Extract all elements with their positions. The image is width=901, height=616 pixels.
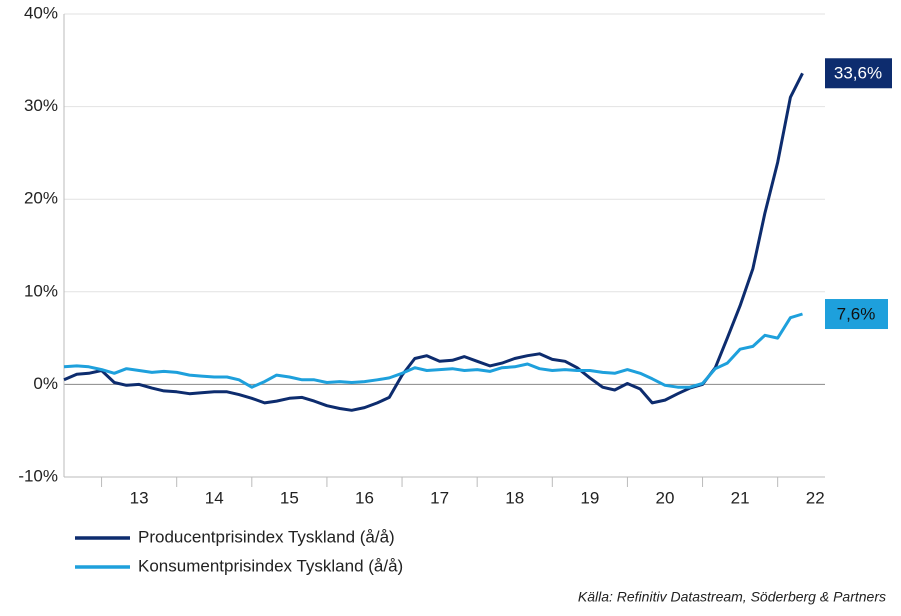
end-label: 7,6% <box>825 299 888 330</box>
end-label-box <box>825 299 888 330</box>
x-tick-label: 19 <box>580 488 599 507</box>
series-line <box>63 312 803 389</box>
x-tick-label: 18 <box>505 488 524 507</box>
y-tick-label: 40% <box>24 3 58 22</box>
end-label-text: 33,6% <box>834 64 882 83</box>
x-tick-label: 21 <box>731 488 750 507</box>
x-tick-label: 20 <box>656 488 675 507</box>
y-tick-label: -10% <box>18 466 58 485</box>
series-line <box>63 72 804 412</box>
x-tick-label: 16 <box>355 488 374 507</box>
x-tick-label: 17 <box>430 488 449 507</box>
source-note: Källa: Refinitiv Datastream, Söderberg &… <box>578 589 886 605</box>
legend-label: Konsumentprisindex Tyskland (å/å) <box>138 556 403 575</box>
x-tick-label: 13 <box>130 488 149 507</box>
y-tick-label: 20% <box>24 189 58 208</box>
end-label: 33,6% <box>825 58 892 89</box>
legend-label: Producentprisindex Tyskland (å/å) <box>138 527 395 546</box>
y-tick-label: 0% <box>33 374 58 393</box>
y-tick-label: 30% <box>24 96 58 115</box>
x-tick-label: 22 <box>806 488 825 507</box>
end-label-box <box>825 58 892 89</box>
y-tick-label: 10% <box>24 281 58 300</box>
x-tick-label: 15 <box>280 488 299 507</box>
end-label-text: 7,6% <box>837 305 876 324</box>
x-tick-label: 14 <box>205 488 224 507</box>
